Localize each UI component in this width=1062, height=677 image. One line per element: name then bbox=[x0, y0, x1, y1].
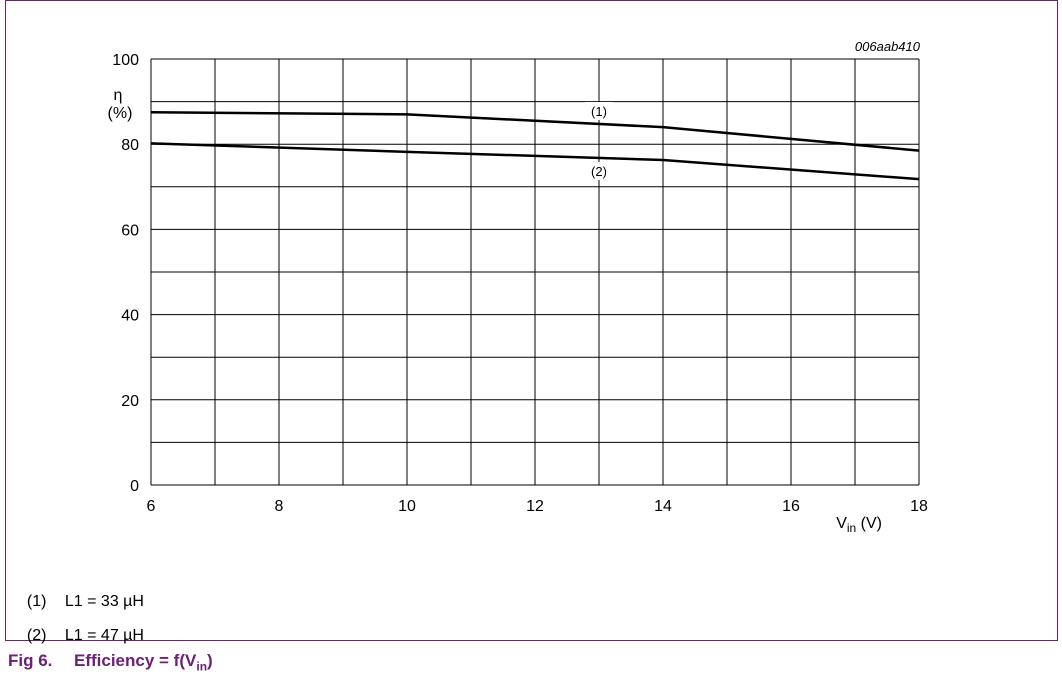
figure-number: Fig 6. bbox=[8, 651, 53, 670]
y-tick-label: 40 bbox=[121, 308, 139, 325]
figure-frame-top bbox=[5, 0, 1058, 1]
figure-frame-right bbox=[1057, 0, 1058, 640]
figure-frame-left bbox=[5, 0, 6, 640]
figure-frame-bottom bbox=[5, 640, 1058, 641]
series-line-2 bbox=[150, 142, 920, 181]
y-tick-label: 80 bbox=[121, 137, 139, 154]
chart-grid bbox=[150, 58, 920, 486]
chart-series: (1) (2) bbox=[150, 101, 920, 181]
legend-item-2: (2) L1 = 47 µH bbox=[18, 609, 144, 645]
x-axis-label-unit: (V) bbox=[856, 515, 882, 532]
x-tick-label: 14 bbox=[654, 498, 672, 515]
series-label-1: (1) bbox=[591, 104, 607, 119]
y-tick-label: 0 bbox=[130, 478, 139, 495]
chart-tick-labels: 6 8 10 12 14 16 18 0 20 40 60 80 100 bbox=[112, 52, 928, 515]
legend-marker: (2) bbox=[26, 627, 47, 644]
y-axis-unit: (%) bbox=[108, 105, 133, 122]
figure-title-prefix: Efficiency = f(V bbox=[74, 651, 197, 670]
figure-caption: Fig 6. Efficiency = f(Vin) bbox=[8, 651, 213, 673]
x-tick-label: 6 bbox=[147, 498, 156, 515]
y-tick-label: 20 bbox=[121, 393, 139, 410]
x-tick-label: 18 bbox=[910, 498, 928, 515]
figure-id: 006aab410 bbox=[855, 39, 921, 54]
x-axis-label: Vin (V) bbox=[836, 515, 882, 535]
series-label-bg bbox=[585, 101, 613, 120]
x-tick-label: 10 bbox=[398, 498, 416, 515]
legend-text: L1 = 33 µH bbox=[64, 593, 144, 610]
series-label-bg bbox=[585, 161, 613, 180]
y-axis-symbol: η bbox=[114, 87, 123, 104]
x-tick-label: 12 bbox=[526, 498, 544, 515]
legend-text: L1 = 47 µH bbox=[64, 627, 144, 644]
x-tick-label: 8 bbox=[275, 498, 284, 515]
x-axis-label-sub: in bbox=[847, 521, 856, 535]
efficiency-chart: (1) (2) 6 8 10 12 14 16 18 0 20 40 60 80 100 006aab41… bbox=[108, 39, 928, 535]
y-tick-label: 100 bbox=[112, 52, 139, 69]
x-tick-label: 16 bbox=[782, 498, 800, 515]
figure-title-suffix: ) bbox=[207, 651, 213, 670]
x-axis-label-main: V bbox=[836, 515, 847, 532]
series-line-1 bbox=[150, 111, 920, 152]
figure-title-sub: in bbox=[196, 659, 208, 674]
legend-marker: (1) bbox=[26, 593, 47, 610]
series-label-2: (2) bbox=[591, 164, 607, 179]
legend-item-1: (1) L1 = 33 µH bbox=[18, 575, 144, 611]
y-tick-label: 60 bbox=[121, 222, 139, 239]
